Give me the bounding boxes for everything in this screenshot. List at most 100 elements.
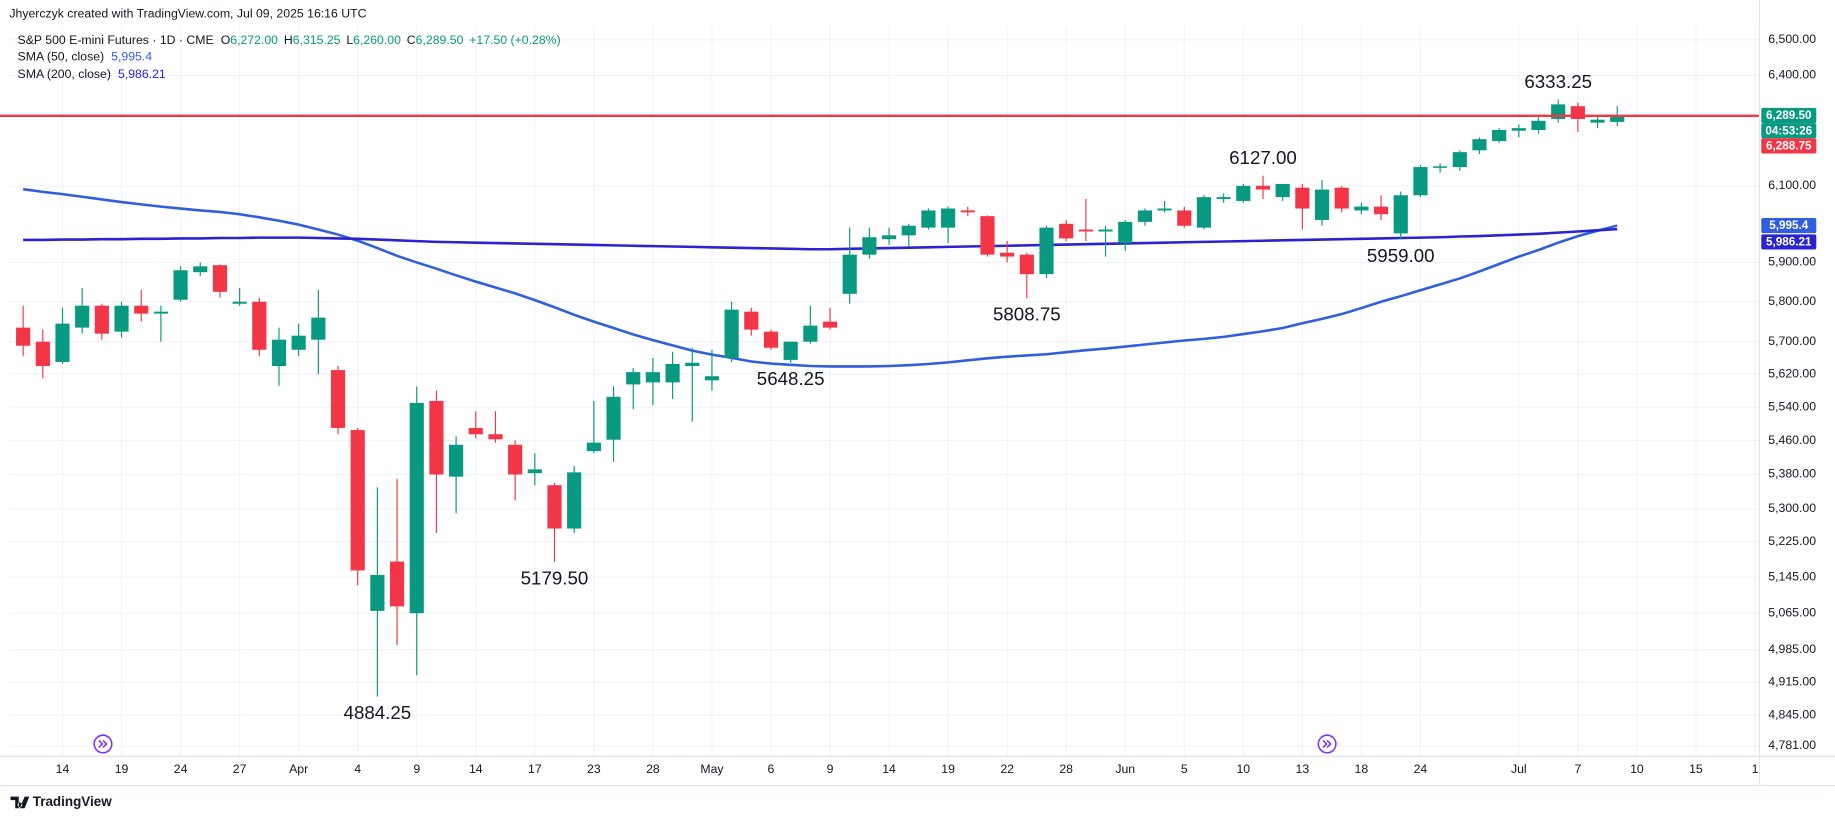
price-tag xyxy=(1761,217,1817,234)
x-tick-label: 9 xyxy=(827,762,834,776)
candle-body xyxy=(1433,166,1448,168)
candle-body xyxy=(1078,229,1093,232)
candle-body xyxy=(389,561,405,607)
candle-body xyxy=(1098,229,1113,232)
candle-body xyxy=(1000,252,1015,257)
price-tag xyxy=(1761,123,1817,139)
legend-entry: SMA (200, close) 5,986.21 xyxy=(18,67,166,81)
candle-body xyxy=(1511,128,1526,131)
extreme-label: 6127.00 xyxy=(1229,147,1297,168)
y-tick-label: 4,781.00 xyxy=(1768,738,1816,752)
footer-brand: TradingView xyxy=(33,794,112,809)
candle-body xyxy=(232,301,247,304)
x-tick-label: 23 xyxy=(587,762,601,776)
price-tags: 6,289.50 04:53:26 6,288.75 5,995.4 5,986.21 xyxy=(1761,107,1817,250)
candle-body xyxy=(1413,167,1428,196)
candle-body xyxy=(311,317,326,340)
candle-body xyxy=(1295,187,1310,209)
candle-body xyxy=(567,472,582,529)
price-tag xyxy=(1761,234,1817,250)
x-tick-label: Jul xyxy=(1511,762,1527,776)
candle-body xyxy=(291,335,306,350)
candle-body xyxy=(803,325,818,342)
candle-body xyxy=(330,370,346,428)
price-tag xyxy=(1761,107,1817,124)
candle-body xyxy=(744,311,759,330)
x-tick-label: 13 xyxy=(1296,762,1310,776)
candle-body xyxy=(1118,221,1133,244)
change: +17.50 (+0.28%) xyxy=(469,33,560,47)
candle-body xyxy=(1334,187,1349,209)
legend-name: SMA (200, close) xyxy=(18,67,111,81)
y-tick-label: 5,620.00 xyxy=(1768,366,1816,380)
candle-body xyxy=(1039,227,1054,275)
candle-body xyxy=(1059,223,1074,239)
x-tick-label: 14 xyxy=(469,762,483,776)
candle-body xyxy=(488,434,503,440)
candle-body xyxy=(350,430,365,571)
x-tick-label: 14 xyxy=(56,762,70,776)
price-tag-label: 5,986.21 xyxy=(1766,236,1812,249)
candle-body xyxy=(763,331,779,348)
candle-body xyxy=(271,339,287,367)
y-tick-label: 4,985.00 xyxy=(1768,642,1816,656)
sma-line xyxy=(23,227,1618,251)
candle-body xyxy=(822,321,838,328)
x-tick-label: 15 xyxy=(1689,762,1703,776)
x-tick-label: May xyxy=(700,762,724,776)
x-tick-label: 18 xyxy=(1355,762,1369,776)
legend-line: S&P 500 E-mini Futures · 1D · CME O6,272.… xyxy=(18,33,561,47)
ohlc-key: H xyxy=(284,33,293,47)
price-tag-label: 6,288.75 xyxy=(1766,140,1812,153)
y-tick-label: 5,800.00 xyxy=(1768,294,1816,308)
x-tick-label: 1 xyxy=(1752,762,1759,776)
x-tick-label: 27 xyxy=(233,762,247,776)
candle-body xyxy=(1472,139,1487,151)
candle-body xyxy=(1137,210,1152,222)
ohlc-value: 6,315.25 xyxy=(293,33,341,47)
x-tick-label: 14 xyxy=(882,762,896,776)
candle-body xyxy=(960,210,975,213)
candle-body xyxy=(1216,197,1231,200)
y-tick-label: 5,460.00 xyxy=(1768,433,1816,447)
y-tick-label: 5,145.00 xyxy=(1768,569,1816,583)
candle-body xyxy=(921,210,936,228)
legend-value: 5,995.4 xyxy=(111,50,152,64)
candle-body xyxy=(626,372,641,385)
candle-body xyxy=(1393,195,1408,234)
candle-body xyxy=(685,362,700,367)
x-tick-label: 5 xyxy=(1181,762,1188,776)
candle-body xyxy=(153,311,168,314)
header: Jhyerczyk created with TradingView.com, … xyxy=(9,6,366,20)
candle-body xyxy=(1610,115,1625,122)
candle-body xyxy=(1157,208,1172,211)
event-icon[interactable] xyxy=(93,734,113,754)
extreme-label: 4884.25 xyxy=(344,702,412,723)
y-tick-label: 6,100.00 xyxy=(1768,178,1816,192)
y-tick-label: 5,300.00 xyxy=(1768,501,1816,515)
candle-body xyxy=(212,265,228,292)
event-icon[interactable] xyxy=(1317,734,1337,754)
plot: 6333.25 6127.00 5959.00 5808.75 5648.25 5179.… xyxy=(0,71,1759,723)
candle-body xyxy=(941,208,956,228)
candle-body xyxy=(1373,206,1389,215)
candle-body xyxy=(134,305,149,314)
x-tick-label: 9 xyxy=(413,762,420,776)
candle-body xyxy=(55,323,70,362)
x-tick-label: 19 xyxy=(941,762,955,776)
x-tick-label: Apr xyxy=(289,762,308,776)
candle-body xyxy=(901,225,916,236)
x-tick-label: 10 xyxy=(1236,762,1250,776)
ohlc-value: 6,289.50 xyxy=(416,33,464,47)
y-tick-label: 5,540.00 xyxy=(1768,399,1816,413)
candle-body xyxy=(1531,120,1546,130)
candle-body xyxy=(1590,119,1605,123)
extreme-label: 5179.50 xyxy=(521,567,589,588)
candle-body xyxy=(1177,210,1192,226)
candle-body xyxy=(1452,152,1467,168)
x-tick-label: 24 xyxy=(174,762,188,776)
candle-body xyxy=(1275,183,1290,198)
